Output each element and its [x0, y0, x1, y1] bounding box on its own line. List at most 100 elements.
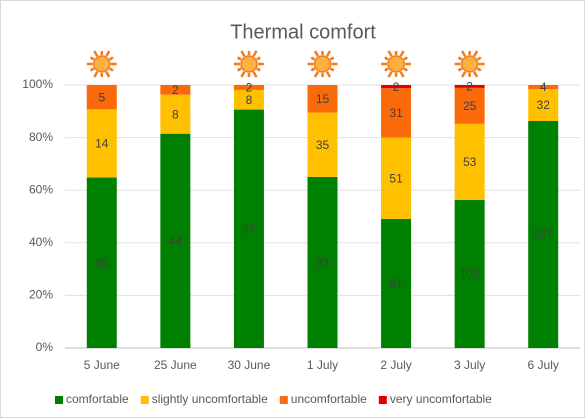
x-tick-label: 25 June — [154, 358, 197, 372]
data-label: 8 — [246, 93, 253, 107]
bar-segment — [307, 85, 338, 113]
sun-icon — [233, 50, 264, 78]
y-tick-label: 40% — [29, 235, 53, 249]
sun-ray — [89, 56, 95, 61]
sun-ray — [329, 67, 335, 72]
sun-ray — [252, 71, 258, 78]
sun-disc — [240, 55, 258, 73]
sun-ray — [237, 56, 242, 61]
sun-ray — [457, 56, 463, 61]
bar-segment — [233, 89, 264, 110]
sun-ray — [387, 71, 393, 78]
sun-ray — [105, 71, 111, 78]
bar-segment — [86, 109, 117, 178]
bar-segment — [454, 123, 485, 200]
bar-segment — [528, 89, 559, 121]
x-tick-label: 1 July — [307, 358, 338, 372]
sun-ray — [310, 56, 316, 61]
sun-ray — [476, 56, 482, 61]
x-tick-label: 5 June — [84, 358, 120, 372]
bar-segment — [454, 87, 485, 124]
data-label: 15 — [316, 92, 330, 106]
data-label: 35 — [95, 256, 109, 270]
sun-ray — [256, 56, 261, 61]
sun-ray — [252, 50, 258, 57]
sun-disc — [387, 55, 405, 73]
bar-segment — [454, 85, 485, 88]
sun-ray — [403, 56, 408, 61]
data-label: 53 — [463, 155, 477, 169]
sun-icon — [381, 50, 412, 78]
bar-segment — [454, 199, 485, 348]
data-label: 2 — [246, 81, 253, 95]
sun-ray — [237, 67, 242, 72]
bar-segment — [528, 121, 559, 348]
bar-segment — [86, 177, 117, 348]
sun-ray — [329, 56, 335, 61]
sun-ray — [457, 67, 463, 72]
bar-segment — [528, 85, 559, 89]
legend-label: comfortable — [66, 392, 129, 406]
bar-segment — [307, 112, 338, 177]
y-tick-label: 60% — [29, 182, 53, 196]
data-label: 2 — [466, 80, 473, 94]
data-label: 25 — [463, 99, 477, 113]
sun-ray — [384, 67, 389, 72]
legend-label: very uncomfortable — [390, 392, 492, 406]
sun-icon — [307, 50, 338, 78]
bar-segment — [86, 85, 117, 110]
data-label: 32 — [537, 98, 551, 112]
sun-ray — [325, 50, 332, 57]
sun-ray — [310, 67, 316, 72]
data-label: 35 — [316, 138, 330, 152]
sun-ray — [461, 71, 467, 78]
sun-disc — [313, 55, 332, 73]
data-label: 4 — [540, 80, 547, 94]
data-label: 97 — [242, 222, 256, 236]
legend-swatch — [55, 396, 63, 404]
sun-ray — [93, 71, 99, 78]
sun-ray — [399, 71, 405, 78]
sun-icon — [454, 50, 485, 78]
sun-ray — [108, 67, 114, 72]
data-label: 8 — [172, 107, 179, 121]
sun-ray — [325, 71, 332, 78]
data-label: 51 — [389, 171, 403, 185]
sun-ray — [313, 50, 320, 57]
sun-icon — [86, 50, 117, 78]
sun-ray — [93, 50, 99, 57]
data-label: 14 — [95, 137, 109, 151]
sun-ray — [384, 56, 389, 61]
data-label: 5 — [98, 90, 105, 104]
sun-ray — [240, 50, 246, 57]
sun-ray — [256, 67, 261, 72]
data-label: 2 — [393, 80, 400, 94]
data-label: 93 — [316, 256, 330, 270]
data-label: 103 — [460, 267, 480, 281]
sun-ray — [108, 56, 114, 61]
data-label: 2 — [172, 83, 179, 97]
sun-disc — [460, 55, 479, 73]
sun-ray — [89, 67, 95, 72]
sun-ray — [403, 67, 408, 72]
data-label: 31 — [389, 106, 403, 120]
bar-segment — [160, 94, 191, 134]
data-label: 44 — [169, 234, 183, 248]
sun-ray — [473, 71, 479, 78]
x-tick-label: 30 June — [228, 358, 271, 372]
y-tick-label: 20% — [29, 288, 53, 302]
bar-segment — [381, 218, 412, 348]
sun-ray — [240, 71, 246, 78]
sun-ray — [461, 50, 467, 57]
sun-disc — [93, 55, 111, 73]
sun-ray — [473, 50, 479, 57]
bar-segment — [233, 85, 264, 90]
bar-segment — [160, 133, 191, 348]
bar-segment — [233, 109, 264, 348]
sun-ray — [313, 71, 320, 78]
sun-ray — [105, 50, 111, 57]
y-tick-label: 100% — [22, 77, 53, 91]
data-label: 227 — [533, 228, 553, 242]
